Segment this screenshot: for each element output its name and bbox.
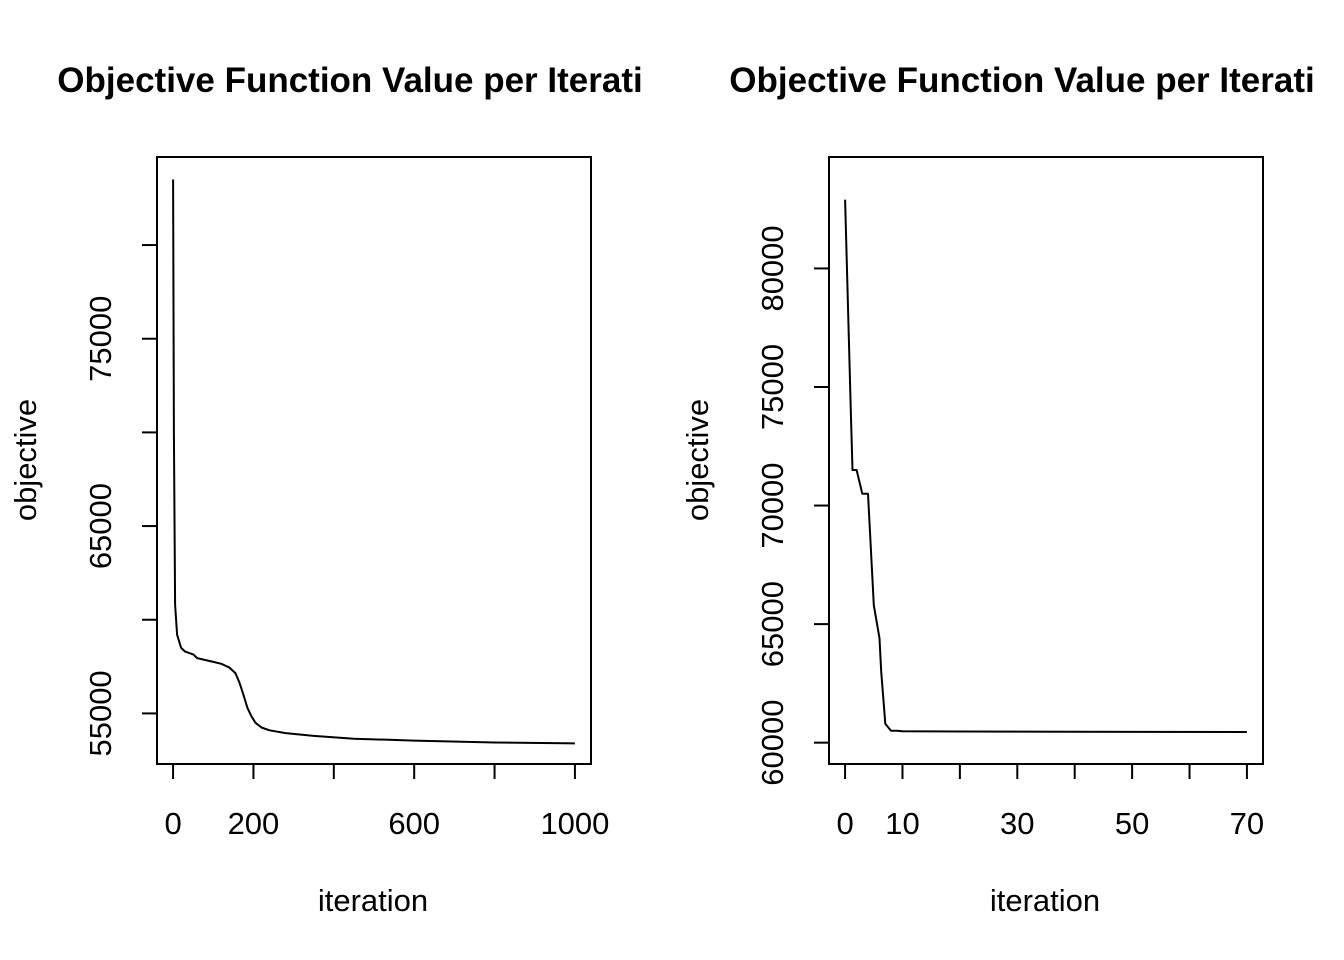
chart-title: Objective Function Value per Iterati [57, 61, 642, 100]
x-tick-label: 0 [164, 806, 181, 841]
y-tick-label: 80000 [755, 225, 790, 311]
y-tick-label: 65000 [83, 483, 118, 569]
x-tick-label: 600 [388, 806, 440, 841]
y-axis-label: objective [8, 399, 43, 521]
y-tick-label: 75000 [755, 344, 790, 430]
x-tick-label: 50 [1115, 806, 1149, 841]
y-tick-label: 70000 [755, 462, 790, 548]
x-axis-label: iteration [990, 883, 1100, 918]
series-line [844, 199, 1247, 733]
x-tick-label: 200 [228, 806, 280, 841]
y-axis: 60000 65000 70000 75000 80000 [755, 225, 830, 786]
y-tick-label: 55000 [83, 670, 118, 756]
y-axis-label: objective [680, 399, 715, 521]
x-tick-label: 70 [1230, 806, 1264, 841]
chart-panel-2: Objective Function Value per Iterati 0 10… [680, 61, 1315, 918]
chart-panel-1: Objective Function Value per Iterati 0 20… [8, 61, 643, 918]
x-axis-label: iteration [318, 883, 428, 918]
series-line [172, 179, 575, 745]
x-axis: 0 200 600 1000 [164, 763, 609, 841]
y-tick-label: 65000 [755, 581, 790, 667]
y-tick-label: 60000 [755, 700, 790, 786]
x-tick-label: 0 [836, 806, 853, 841]
y-tick-label: 75000 [83, 296, 118, 382]
plot-frame [828, 156, 1264, 765]
x-tick-label: 1000 [540, 806, 609, 841]
x-tick-label: 10 [885, 806, 919, 841]
x-axis: 0 10 30 50 70 [836, 763, 1264, 841]
plot-frame [156, 156, 592, 765]
chart-title: Objective Function Value per Iterati [729, 61, 1314, 100]
x-tick-label: 30 [1000, 806, 1034, 841]
y-axis: 55000 65000 75000 [83, 243, 158, 757]
